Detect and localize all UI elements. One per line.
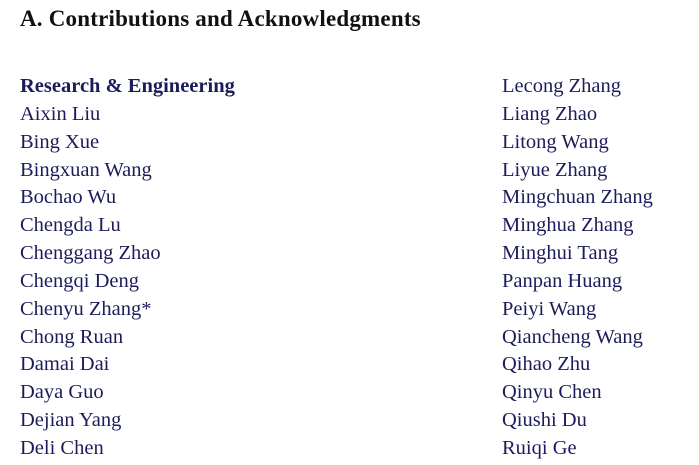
contributor-name: Qiushi Du <box>502 409 587 432</box>
contributor-name: Chengqi Deng <box>20 269 139 292</box>
contributor-name: Chong Ruan <box>20 325 124 348</box>
contributor-name: Liang Zhao <box>502 102 598 125</box>
contributor-name: Minghui Tang <box>502 242 619 265</box>
group-heading: Research & Engineering <box>20 75 235 97</box>
contributor-name: Bochao Wu <box>20 186 117 209</box>
contributor-name: Qihao Zhu <box>502 353 591 376</box>
contributor-name: Litong Wang <box>502 130 609 153</box>
contributor-name: Lecong Zhang <box>502 75 621 97</box>
contributor-name: Daya Guo <box>20 381 104 404</box>
contributor-name: Deli Chen <box>20 436 104 459</box>
right-name-column: Lecong Zhang Liang Zhao Litong Wang Liyue Z… <box>502 73 653 463</box>
contributor-name: Qiancheng Wang <box>502 325 643 348</box>
contributor-name: Dejian Yang <box>20 409 122 432</box>
contributor-name: Panpan Huang <box>502 269 623 292</box>
contributor-name: Chengda Lu <box>20 214 121 237</box>
contributor-name: Chenyu Zhang* <box>20 297 152 320</box>
contributor-name: Peiyi Wang <box>502 297 597 320</box>
contributor-name: Bing Xue <box>20 130 100 153</box>
contributor-name: Chenggang Zhao <box>20 242 161 265</box>
contributor-name: Qinyu Chen <box>502 381 602 404</box>
contributor-name: Mingchuan Zhang <box>502 186 653 209</box>
contributor-name: Aixin Liu <box>20 102 101 125</box>
contributor-name: Damai Dai <box>20 353 110 376</box>
left-name-column: Research & Engineering Aixin Liu Bing Xue… <box>20 73 235 463</box>
section-title: A. Contributions and Acknowledgments <box>20 6 421 31</box>
contributor-name: Minghua Zhang <box>502 214 634 237</box>
contributor-name: Bingxuan Wang <box>20 158 152 181</box>
contributor-name: Ruiqi Ge <box>502 436 577 459</box>
contributor-name: Liyue Zhang <box>502 158 608 181</box>
